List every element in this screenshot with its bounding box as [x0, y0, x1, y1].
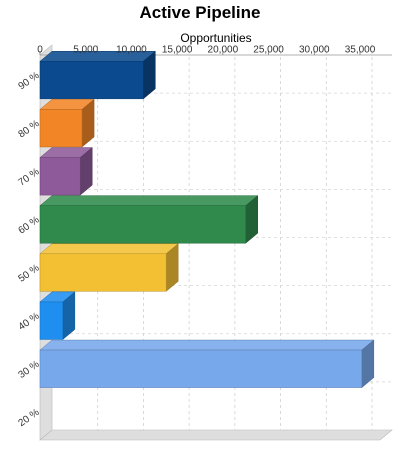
y-tick-label: 20 %: [17, 407, 42, 429]
y-tick-label: 70 %: [17, 166, 42, 188]
x-tick-label: 15,000: [162, 45, 193, 56]
bar-top: [39, 243, 179, 255]
y-tick-label: 90 %: [17, 70, 42, 92]
x-tick-label: 5,000: [73, 45, 98, 56]
bar: [39, 61, 144, 100]
bottom-floor: [39, 429, 393, 441]
bar-top: [39, 195, 259, 206]
x-axis-label: Opportunities: [180, 31, 251, 45]
y-tick-label: 30 %: [17, 359, 42, 381]
y-tick-label: 50 %: [17, 263, 42, 285]
x-tick-label: 35,000: [345, 45, 376, 56]
bar: [39, 157, 81, 196]
bar: [39, 253, 167, 292]
x-tick-label: 10,000: [116, 45, 147, 56]
bar: [39, 301, 64, 340]
y-tick-label: 80 %: [17, 118, 42, 140]
x-tick-label: 25,000: [253, 45, 284, 56]
x-tick-label: 20,000: [208, 45, 239, 56]
chart-bars: [39, 50, 375, 389]
y-tick-label: 60 %: [17, 214, 42, 236]
y-tick-label: 40 %: [17, 311, 42, 333]
bar: [39, 349, 363, 388]
x-tick-label: 0: [37, 45, 43, 56]
chart-title: Active Pipeline: [139, 3, 261, 22]
bar-top: [39, 339, 375, 351]
bar: [39, 205, 246, 244]
bar: [39, 109, 83, 148]
x-tick-label: 30,000: [299, 45, 330, 56]
